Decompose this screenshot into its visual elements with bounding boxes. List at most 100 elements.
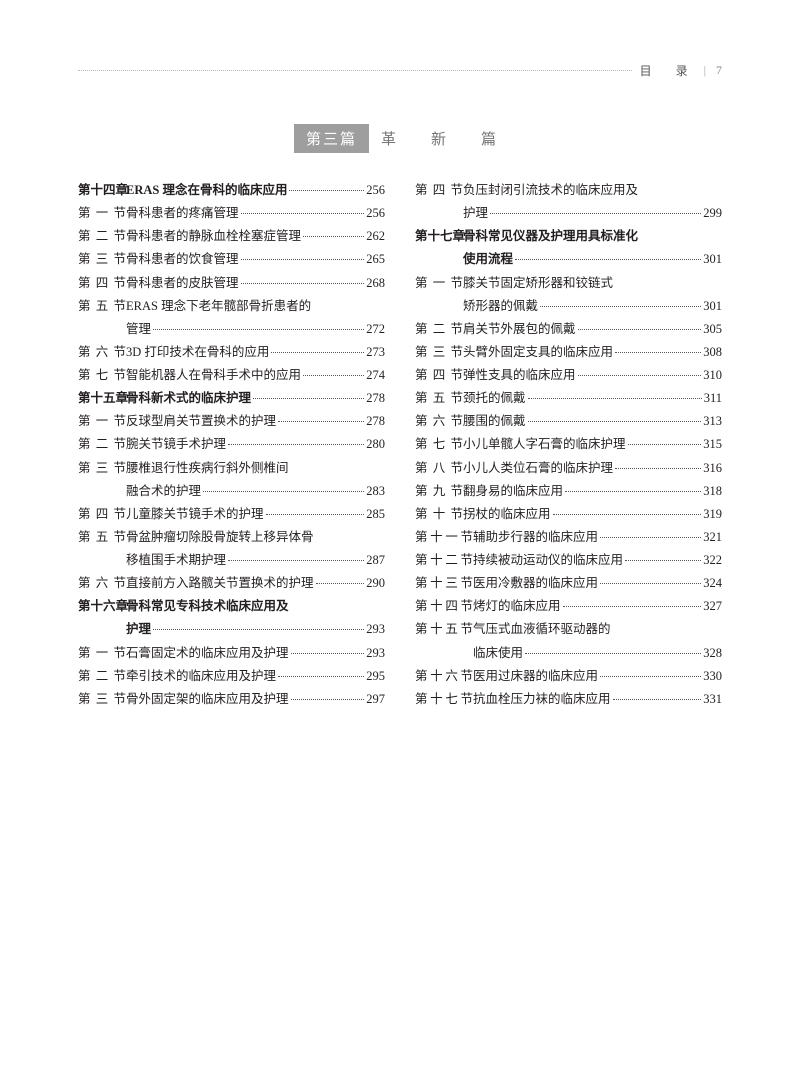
toc-row: 第十五章骨科新术式的临床护理278 <box>78 387 385 410</box>
toc-level: 第二节 <box>78 225 126 248</box>
toc-dots <box>565 491 701 492</box>
toc-level: 第十六节 <box>415 665 473 688</box>
toc-dots <box>278 421 364 422</box>
toc-row: 第十七章骨科常见仪器及护理用具标准化 <box>415 225 722 248</box>
toc-title: 辅助步行器的临床应用 <box>473 526 598 549</box>
toc-dots <box>600 537 701 538</box>
toc-page: 310 <box>703 364 722 387</box>
toc-title: 智能机器人在骨科手术中的应用 <box>126 364 301 387</box>
toc-row: 第十六章骨科常见专科技术临床应用及 <box>78 595 385 618</box>
toc-level: 第十一节 <box>415 526 473 549</box>
toc-level: 第三节 <box>78 457 126 480</box>
toc-row-cont: 矫形器的佩戴301 <box>415 295 722 318</box>
toc-row: 第一节膝关节固定矫形器和铰链式 <box>415 272 722 295</box>
toc-row: 第四节骨科患者的皮肤管理268 <box>78 272 385 295</box>
toc-page: 295 <box>366 665 385 688</box>
part-box: 第三篇 <box>294 124 369 153</box>
toc-page: 265 <box>366 248 385 271</box>
toc-dots <box>625 560 701 561</box>
toc-dots <box>578 375 702 376</box>
toc-dots <box>291 699 365 700</box>
toc-title: 腰围的佩戴 <box>463 410 526 433</box>
toc-title: 护理 <box>463 202 488 225</box>
toc-dots <box>253 398 364 399</box>
toc-level: 第一节 <box>78 642 126 665</box>
toc-dots <box>303 236 364 237</box>
toc-page: 330 <box>703 665 722 688</box>
toc-row: 第三节头臂外固定支具的临床应用308 <box>415 341 722 364</box>
toc-page: 262 <box>366 225 385 248</box>
toc-dots <box>271 352 364 353</box>
toc-dots <box>490 213 701 214</box>
toc-level: 第四节 <box>415 179 463 202</box>
toc-title: ERAS 理念下老年髋部骨折患者的 <box>126 295 311 318</box>
toc-title: 骨科常见仪器及护理用具标准化 <box>463 225 638 248</box>
toc-level: 第三节 <box>78 688 126 711</box>
toc-page: 328 <box>703 642 722 665</box>
toc-row: 第一节石膏固定术的临床应用及护理293 <box>78 642 385 665</box>
toc-row: 第十五节气压式血液循环驱动器的 <box>415 618 722 641</box>
toc-page: 305 <box>703 318 722 341</box>
toc-page: 327 <box>703 595 722 618</box>
toc-level: 第一节 <box>415 272 463 295</box>
toc-title: 膝关节固定矫形器和铰链式 <box>463 272 613 295</box>
toc-dots <box>600 676 701 677</box>
toc-page: 318 <box>703 480 722 503</box>
toc-row: 第六节腰围的佩戴313 <box>415 410 722 433</box>
toc-level: 第三节 <box>415 341 463 364</box>
toc-title: 抗血栓压力袜的临床应用 <box>473 688 611 711</box>
toc-dots <box>291 653 365 654</box>
toc-page: 273 <box>366 341 385 364</box>
toc-row: 第八节小儿人类位石膏的临床护理316 <box>415 457 722 480</box>
header-page: 7 <box>716 63 722 78</box>
toc-level: 第十五节 <box>415 618 473 641</box>
toc-level: 第十四章 <box>78 179 126 202</box>
toc-row: 第四节负压封闭引流技术的临床应用及 <box>415 179 722 202</box>
toc-row: 第九节翻身易的临床应用318 <box>415 480 722 503</box>
toc-level: 第十七节 <box>415 688 473 711</box>
toc-level: 第十六章 <box>78 595 126 618</box>
toc-dots <box>266 514 365 515</box>
toc-row-cont: 管理272 <box>78 318 385 341</box>
toc-dots <box>316 583 365 584</box>
toc-level: 第四节 <box>78 503 126 526</box>
toc-row: 第四节弹性支具的临床应用310 <box>415 364 722 387</box>
toc-page: 285 <box>366 503 385 526</box>
toc-title: 拐杖的临床应用 <box>463 503 551 526</box>
toc-row: 第二节牵引技术的临床应用及护理295 <box>78 665 385 688</box>
toc-title: 牵引技术的临床应用及护理 <box>126 665 276 688</box>
toc-level: 第六节 <box>78 572 126 595</box>
toc-level: 第八节 <box>415 457 463 480</box>
toc-title: 骨科新术式的临床护理 <box>126 387 251 410</box>
toc-row: 第十四章ERAS 理念在骨科的临床应用256 <box>78 179 385 202</box>
toc-level: 第七节 <box>78 364 126 387</box>
toc-title: 负压封闭引流技术的临床应用及 <box>463 179 638 202</box>
part-title: 革 新 篇 <box>381 128 506 149</box>
toc-page: 280 <box>366 433 385 456</box>
toc-level: 第三节 <box>78 248 126 271</box>
toc-dots <box>203 491 364 492</box>
toc-page: 293 <box>366 618 385 641</box>
toc-level: 第九节 <box>415 480 463 503</box>
toc-title: 骨科患者的饮食管理 <box>126 248 239 271</box>
toc-title: 矫形器的佩戴 <box>463 295 538 318</box>
toc-page: 287 <box>366 549 385 572</box>
toc-row: 第十六节医用过床器的临床应用330 <box>415 665 722 688</box>
toc-page: 272 <box>366 318 385 341</box>
toc-page: 293 <box>366 642 385 665</box>
toc-dots <box>525 653 701 654</box>
toc-row: 第五节ERAS 理念下老年髋部骨折患者的 <box>78 295 385 318</box>
toc-title: 护理 <box>126 618 151 641</box>
toc-dots <box>553 514 702 515</box>
toc-dots <box>241 283 365 284</box>
header-label: 目 录 <box>640 62 694 79</box>
toc-row: 第五节颈托的佩戴311 <box>415 387 722 410</box>
toc-title: 使用流程 <box>463 248 513 271</box>
toc-page: 290 <box>366 572 385 595</box>
toc-level: 第四节 <box>78 272 126 295</box>
toc-row: 第十二节持续被动运动仪的临床应用322 <box>415 549 722 572</box>
toc-level: 第十节 <box>415 503 463 526</box>
toc-col-left: 第十四章ERAS 理念在骨科的临床应用256第一节骨科患者的疼痛管理256第二节… <box>78 179 385 711</box>
toc-page: 283 <box>366 480 385 503</box>
toc-page: 297 <box>366 688 385 711</box>
